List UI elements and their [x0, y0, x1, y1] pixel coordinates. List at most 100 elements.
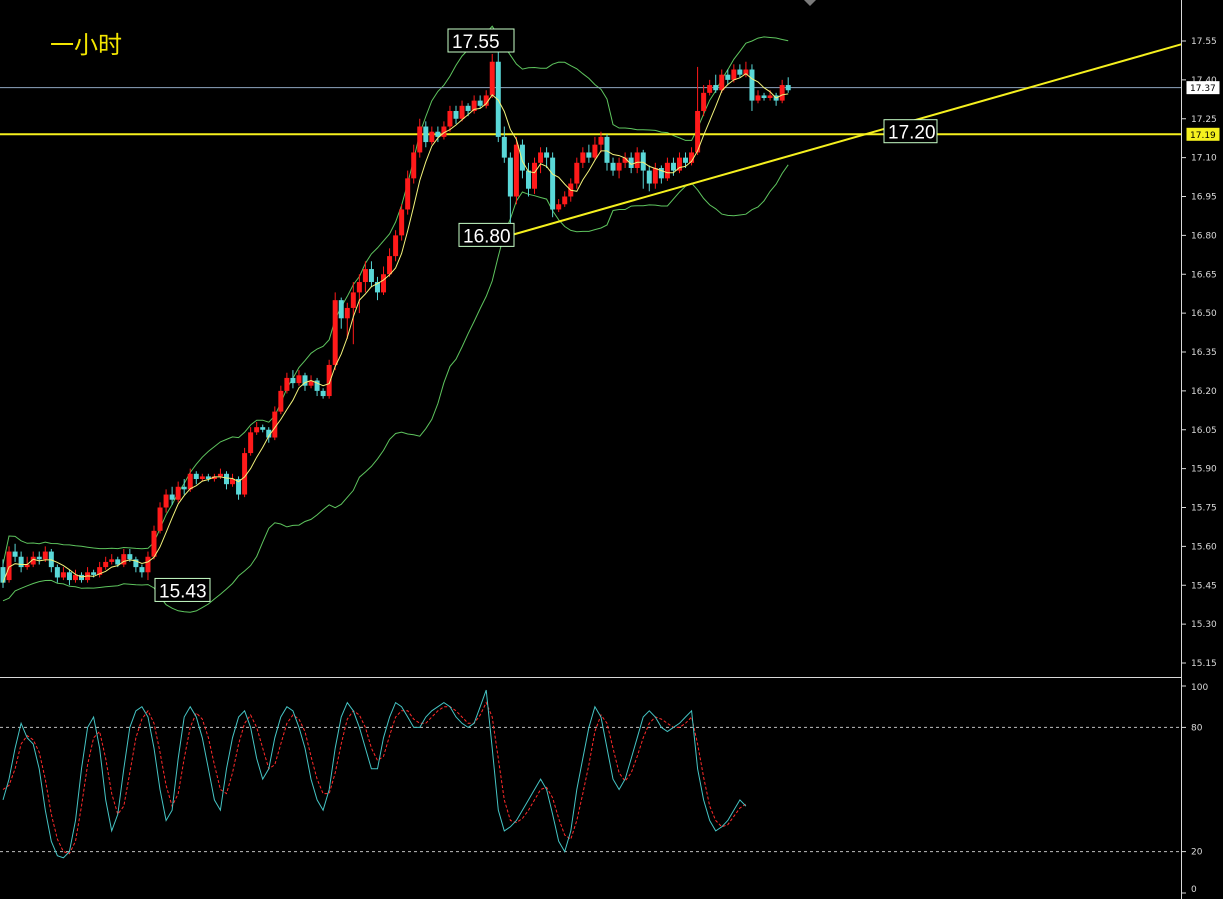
candle — [622, 152, 628, 168]
stochastic-tick-label: 80 — [1191, 723, 1203, 733]
candle-body — [242, 453, 248, 495]
horizontal-line-tag-bg — [1186, 127, 1220, 141]
candle — [205, 473, 211, 482]
candle-body — [344, 307, 350, 319]
candle-body — [205, 476, 211, 479]
candle — [405, 170, 411, 215]
candle — [719, 69, 725, 93]
candle-body — [417, 126, 423, 153]
candle-body — [447, 110, 453, 127]
candle — [610, 157, 616, 176]
candle-body — [290, 377, 296, 384]
candle-body — [97, 567, 103, 575]
candle — [707, 79, 713, 96]
candle — [471, 95, 477, 114]
price-tick-label: 16.05 — [1191, 426, 1217, 436]
candle — [72, 569, 78, 583]
candle — [749, 64, 755, 111]
candle — [18, 551, 24, 573]
candle-body — [332, 300, 338, 365]
candle-body — [574, 162, 580, 184]
candle — [664, 157, 670, 181]
scroll-marker-icon[interactable] — [804, 0, 816, 6]
candle — [501, 126, 507, 163]
candle-body — [338, 300, 344, 319]
candle — [344, 302, 350, 340]
candle — [48, 548, 54, 573]
candle-body — [676, 157, 682, 171]
candle-body — [236, 478, 242, 495]
candle — [676, 152, 682, 174]
candle-body — [477, 100, 483, 106]
callout-label: 17.55 — [452, 32, 500, 53]
price-tick-label: 17.40 — [1191, 76, 1217, 86]
candle — [725, 69, 731, 86]
moving-average-line — [2, 73, 789, 583]
horizontal-line-tag: 17.19 — [1190, 131, 1216, 141]
candle-body — [658, 167, 664, 179]
candle-body — [223, 473, 229, 485]
candle — [97, 561, 103, 578]
candle-body — [60, 572, 66, 578]
candle — [652, 162, 658, 189]
candle-body — [368, 269, 374, 283]
candle — [538, 147, 544, 174]
candle-body — [483, 95, 489, 106]
candle-body — [749, 69, 755, 101]
candle-body — [91, 572, 97, 575]
callout-box — [458, 222, 515, 247]
candle-body — [254, 427, 260, 433]
candle-body — [507, 157, 513, 197]
candle-body — [374, 282, 380, 293]
candle — [169, 486, 175, 505]
candle-body — [278, 390, 284, 412]
candle — [278, 385, 284, 415]
candle-body — [18, 556, 24, 568]
candle-body — [544, 152, 550, 158]
candle-body — [779, 85, 785, 101]
candle — [374, 276, 380, 301]
candle-body — [139, 567, 145, 573]
candle-body — [441, 126, 447, 137]
price-axis: 17.55 17.40 17.25 17.10 16.95 16.80 16.65 16.50… — [1181, 37, 1220, 895]
candle — [737, 64, 743, 78]
callout-box — [154, 577, 211, 602]
candle-body — [193, 473, 199, 479]
candle-body — [513, 144, 519, 197]
candle — [368, 261, 374, 288]
stochastic-tick-label: 20 — [1191, 848, 1203, 858]
callout-box — [883, 119, 938, 144]
candle-body — [211, 476, 217, 479]
candle-body — [423, 126, 429, 143]
candle — [54, 564, 60, 583]
candle-body — [308, 380, 314, 386]
candle — [308, 375, 314, 389]
candle-body — [755, 95, 761, 101]
candle — [640, 149, 646, 189]
candle-body — [628, 157, 634, 168]
candle-body — [133, 559, 139, 568]
candle — [695, 66, 701, 156]
candle — [181, 478, 187, 495]
candle-body — [525, 170, 531, 189]
candle-body — [725, 74, 731, 80]
candle-body — [532, 162, 538, 189]
candle-body — [683, 157, 689, 163]
candle — [133, 556, 139, 573]
candle — [713, 74, 719, 93]
candle — [477, 95, 483, 109]
price-tick-label: 15.75 — [1191, 504, 1217, 514]
candle-body — [465, 105, 471, 111]
candle — [320, 388, 326, 399]
candle — [103, 556, 109, 570]
candle-body — [453, 110, 459, 119]
candle — [701, 85, 707, 117]
candle — [544, 147, 550, 168]
candle — [447, 105, 453, 132]
candle — [187, 468, 193, 492]
candle — [296, 370, 302, 386]
candle — [6, 546, 12, 583]
callout-box — [447, 28, 515, 53]
candle — [260, 424, 266, 433]
price-tick-label: 15.45 — [1191, 581, 1217, 591]
